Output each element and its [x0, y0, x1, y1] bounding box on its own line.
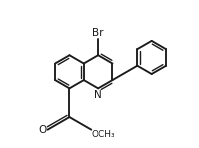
Text: OCH₃: OCH₃	[92, 130, 115, 139]
Text: O: O	[39, 125, 47, 135]
Text: Br: Br	[92, 28, 104, 38]
Text: N: N	[94, 90, 102, 100]
